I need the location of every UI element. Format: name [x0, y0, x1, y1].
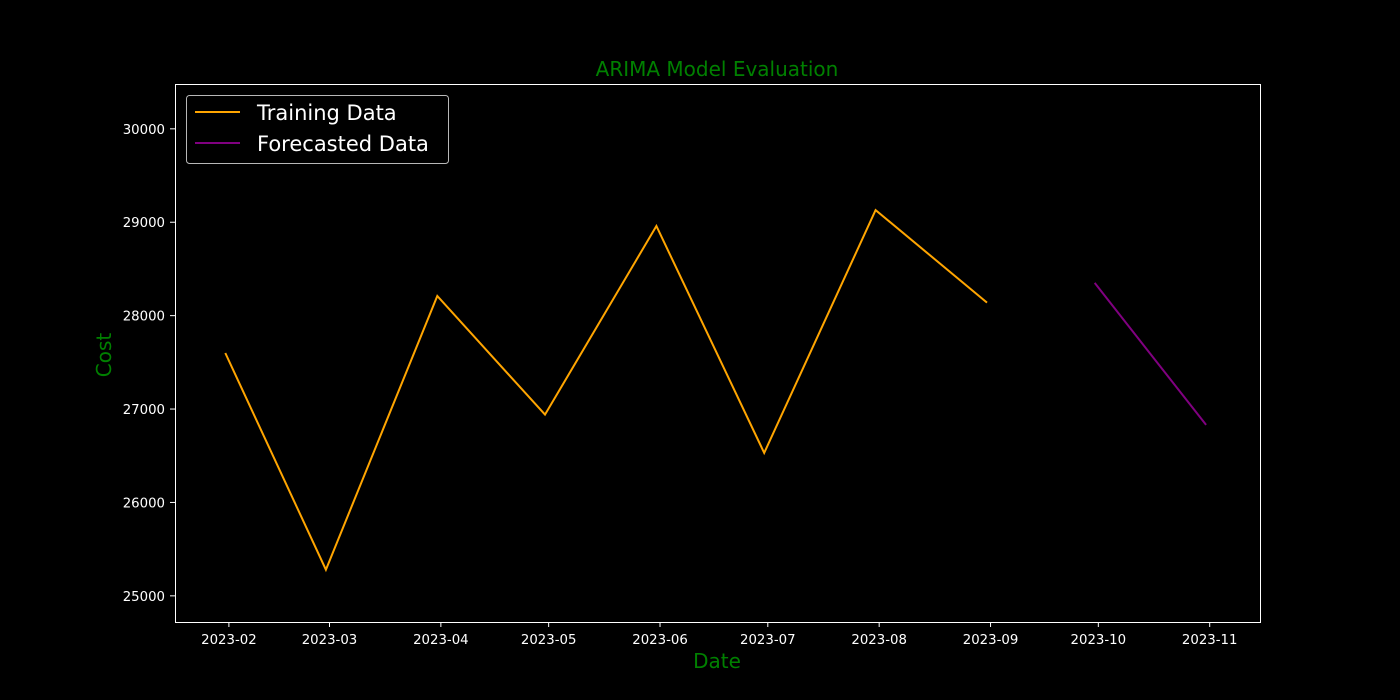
y-axis-title: Cost: [92, 333, 116, 378]
y-tick-label: 27000: [123, 403, 165, 418]
axes-frame: [175, 84, 1261, 623]
x-tick-label: 2023-11: [1182, 633, 1238, 648]
x-axis: 2023-02 2023-03 2023-04 2023-05 2023-06 2023-…: [201, 622, 1237, 648]
x-tick-label: 2023-09: [963, 633, 1019, 648]
x-tick-label: 2023-03: [302, 633, 358, 648]
x-tick-label: 2023-04: [413, 633, 469, 648]
legend-label-training: Training Data: [256, 101, 397, 125]
y-tick-label: 28000: [123, 310, 165, 325]
x-tick-label: 2023-07: [740, 633, 796, 648]
y-axis: 25000 26000 27000 28000 29000 30000: [123, 123, 175, 605]
legend-label-forecast: Forecasted Data: [257, 132, 429, 156]
x-tick-label: 2023-02: [201, 633, 257, 648]
series-layer: [224, 208, 1207, 573]
legend: Training Data Forecasted Data: [186, 95, 449, 164]
chart-title: ARIMA Model Evaluation: [596, 57, 839, 81]
series-line-training: [224, 208, 988, 573]
y-tick-label: 29000: [123, 216, 165, 231]
x-tick-label: 2023-06: [632, 633, 688, 648]
x-tick-label: 2023-10: [1071, 633, 1127, 648]
x-tick-label: 2023-08: [851, 633, 907, 648]
x-tick-label: 2023-05: [521, 633, 577, 648]
series-line-forecast: [1093, 282, 1207, 426]
y-tick-label: 30000: [123, 123, 165, 138]
legend-box: [186, 95, 449, 164]
y-tick-label: 26000: [123, 496, 165, 511]
y-tick-label: 25000: [123, 590, 165, 605]
x-axis-title: Date: [693, 649, 741, 673]
